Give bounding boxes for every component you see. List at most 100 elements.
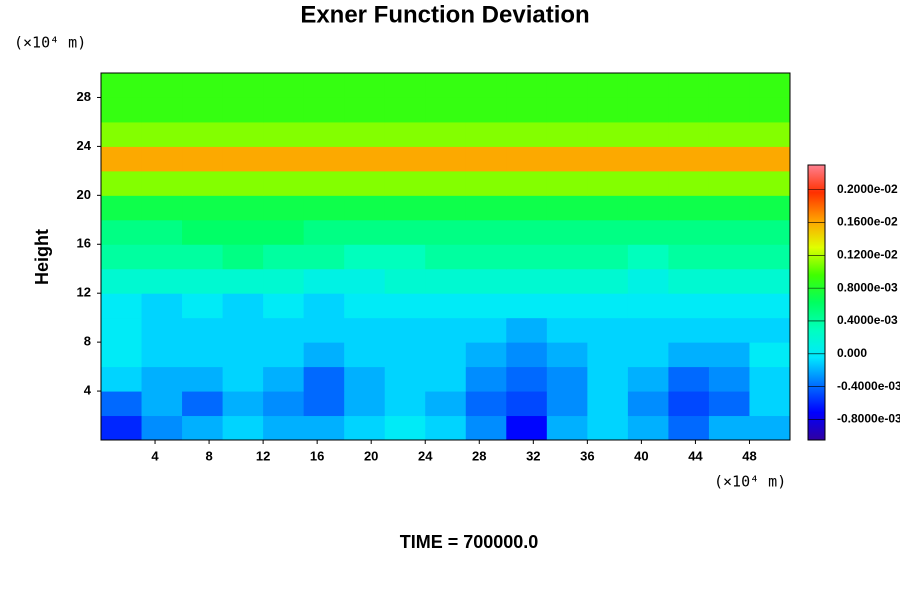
- field-cell: [101, 415, 143, 441]
- field-cell: [384, 342, 426, 368]
- field-cell: [425, 391, 467, 417]
- field-cell: [708, 170, 750, 196]
- field-cell: [263, 121, 305, 147]
- field-cell: [303, 391, 345, 417]
- field-cell: [465, 391, 507, 417]
- field-cell: [141, 391, 183, 417]
- field-cell: [465, 415, 507, 441]
- field-cell: [708, 244, 750, 270]
- field-cell: [182, 146, 224, 172]
- field-cell: [668, 97, 710, 123]
- field-cell: [749, 268, 791, 294]
- field-cell: [465, 268, 507, 294]
- field-cell: [546, 293, 588, 319]
- field-cell: [222, 415, 264, 441]
- field-cell: [708, 121, 750, 147]
- field-cell: [627, 366, 669, 392]
- field-cell: [384, 219, 426, 245]
- field-cell: [749, 317, 791, 343]
- field-cell: [627, 170, 669, 196]
- field-cell: [384, 317, 426, 343]
- field-cell: [506, 391, 548, 417]
- field-cell: [749, 170, 791, 196]
- field-cell: [627, 268, 669, 294]
- field-cell: [465, 146, 507, 172]
- field-cell: [303, 366, 345, 392]
- field-cell: [141, 244, 183, 270]
- field-cell: [222, 366, 264, 392]
- field-cell: [506, 121, 548, 147]
- field-cell: [344, 317, 386, 343]
- field-cell: [141, 268, 183, 294]
- field-cell: [627, 97, 669, 123]
- field-cell: [344, 293, 386, 319]
- field-cell: [263, 415, 305, 441]
- field-cell: [101, 342, 143, 368]
- field-cell: [506, 195, 548, 221]
- field-cell: [749, 293, 791, 319]
- field-cell: [263, 170, 305, 196]
- field-cell: [749, 73, 791, 98]
- field: [101, 73, 791, 441]
- field-cell: [101, 195, 143, 221]
- field-cell: [263, 342, 305, 368]
- field-cell: [182, 391, 224, 417]
- y-tick-label: 8: [84, 334, 91, 349]
- field-cell: [222, 244, 264, 270]
- field-cell: [587, 195, 629, 221]
- field-cell: [344, 244, 386, 270]
- field-cell: [668, 146, 710, 172]
- field-cell: [425, 73, 467, 98]
- field-cell: [303, 219, 345, 245]
- field-cell: [384, 366, 426, 392]
- field-cell: [263, 268, 305, 294]
- field-cell: [627, 342, 669, 368]
- y-tick-label: 20: [77, 187, 91, 202]
- field-cell: [708, 391, 750, 417]
- field-cell: [141, 97, 183, 123]
- field-cell: [627, 244, 669, 270]
- field-cell: [587, 317, 629, 343]
- field-cell: [222, 146, 264, 172]
- field-cell: [708, 97, 750, 123]
- field-cell: [222, 293, 264, 319]
- colorbar-tick-label: 0.8000e-03: [837, 280, 898, 294]
- field-cell: [425, 195, 467, 221]
- field-cell: [506, 268, 548, 294]
- field-cell: [506, 73, 548, 98]
- field-cell: [182, 73, 224, 98]
- x-tick-label: 20: [364, 448, 378, 463]
- field-cell: [425, 121, 467, 147]
- field-cell: [546, 317, 588, 343]
- field-cell: [303, 170, 345, 196]
- field-cell: [708, 268, 750, 294]
- field-cell: [627, 195, 669, 221]
- colorbar-tick-label: 0.4000e-03: [837, 313, 898, 327]
- field-cell: [506, 146, 548, 172]
- field-cell: [546, 97, 588, 123]
- field-cell: [222, 391, 264, 417]
- field-cell: [182, 342, 224, 368]
- field-cell: [141, 342, 183, 368]
- field-cell: [222, 268, 264, 294]
- field-cell: [425, 97, 467, 123]
- field-cell: [668, 195, 710, 221]
- field-cell: [465, 73, 507, 98]
- field-cell: [587, 268, 629, 294]
- field-cell: [263, 317, 305, 343]
- x-tick-label: 16: [310, 448, 324, 463]
- x-tick-label: 28: [472, 448, 486, 463]
- field-cell: [587, 170, 629, 196]
- field-cell: [344, 195, 386, 221]
- field-cell: [587, 121, 629, 147]
- field-cell: [668, 317, 710, 343]
- x-tick-label: 24: [418, 448, 433, 463]
- field-cell: [708, 317, 750, 343]
- y-tick-label: 28: [77, 89, 91, 104]
- field-cell: [141, 219, 183, 245]
- field-cell: [303, 121, 345, 147]
- field-cell: [303, 293, 345, 319]
- field-cell: [749, 121, 791, 147]
- field-cell: [546, 342, 588, 368]
